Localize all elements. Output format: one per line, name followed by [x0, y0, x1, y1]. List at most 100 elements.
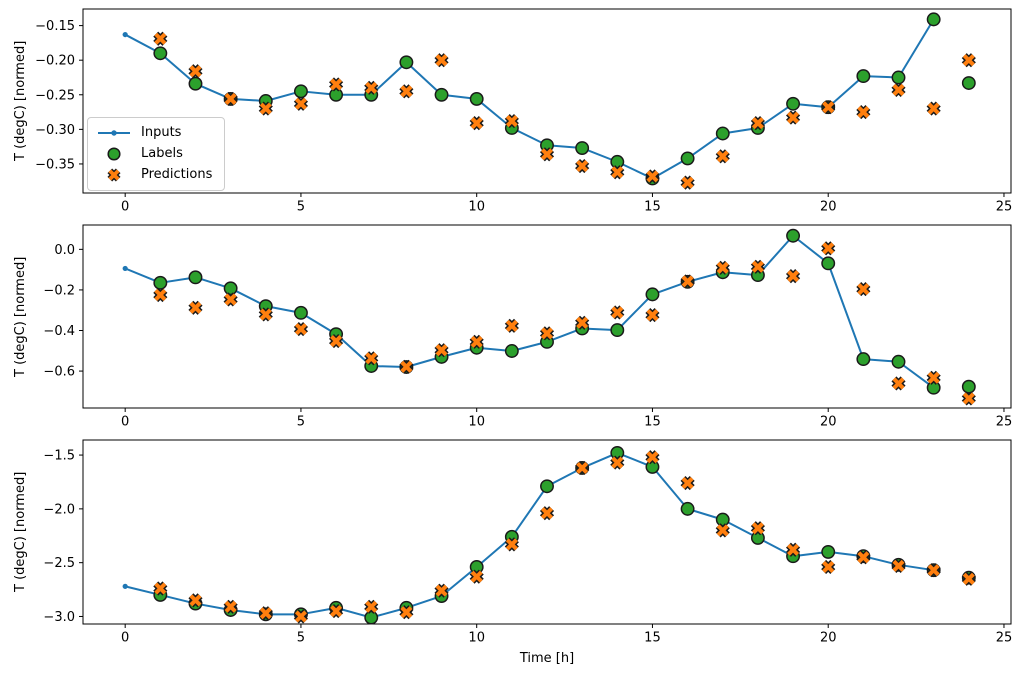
prediction-point-marker [189, 65, 202, 78]
prediction-point-marker [435, 344, 448, 357]
prediction-point-marker [927, 371, 940, 384]
prediction-point-marker [962, 54, 975, 67]
label-point-marker [469, 91, 484, 106]
x-tick-label: 0 [121, 200, 129, 215]
prediction-point-marker [716, 524, 729, 537]
prediction-point-marker [540, 148, 554, 161]
prediction-point-marker [857, 106, 870, 119]
label-point-marker [610, 323, 625, 338]
x-axis-ticks: 0 5 10 15 20 25 [121, 193, 1012, 215]
axes-spines [82, 8, 1012, 194]
label-point-marker [610, 445, 625, 460]
prediction-point-marker [787, 270, 800, 283]
label-point-marker [645, 287, 660, 302]
inputs-series [122, 16, 937, 182]
prediction-point-marker [892, 377, 905, 390]
prediction-point-marker [822, 560, 835, 573]
subplot-3: 0 5 10 15 20 25 −1.5 −2.0 −2.5 −3.0 [43, 439, 1012, 646]
input-point-marker [122, 31, 128, 38]
x-axis-ticks: 0 5 10 15 20 25 [121, 624, 1012, 646]
label-point-marker [434, 87, 449, 102]
y-axis-label-subplot-1: T (degC) [normed] [13, 40, 28, 162]
x-tick-label: 25 [996, 415, 1013, 430]
prediction-point-marker [892, 559, 905, 572]
label-point-marker [821, 256, 836, 271]
prediction-point-marker [505, 319, 518, 332]
prediction-point-marker [400, 360, 413, 373]
predictions-series [153, 450, 976, 624]
legend-predictions-label: Predictions [141, 167, 213, 182]
prediction-point-marker [857, 283, 870, 296]
y-tick-label: −0.20 [35, 54, 75, 69]
prediction-point-marker [365, 352, 378, 365]
prediction-point-marker [365, 81, 378, 94]
label-point-marker [715, 126, 730, 141]
predictions-series [153, 31, 976, 190]
label-point-marker [645, 459, 660, 474]
prediction-point-marker [681, 275, 694, 288]
input-point-marker [122, 583, 128, 589]
label-point-marker [961, 76, 976, 90]
prediction-point-marker [294, 97, 307, 110]
label-point-marker [891, 354, 906, 369]
y-tick-label: −0.30 [35, 123, 75, 138]
prediction-point-marker [822, 101, 835, 114]
label-point-marker [575, 141, 590, 155]
prediction-point-marker [505, 115, 518, 128]
prediction-point-marker [189, 594, 202, 607]
y-axis-ticks: −1.5 −2.0 −2.5 −3.0 [43, 449, 83, 625]
label-point-marker [153, 275, 168, 290]
y-tick-label: −2.5 [43, 556, 75, 571]
labels-series [153, 12, 976, 186]
subplot-1: 0 5 10 15 20 25 −0.15 −0.20 −0.25 −0.30 −0.35 [35, 8, 1012, 215]
label-point-marker [786, 228, 801, 243]
prediction-point-marker [716, 150, 729, 163]
axes-spines [82, 439, 1012, 625]
prediction-point-marker [962, 572, 975, 585]
label-point-marker [188, 76, 203, 91]
inputs-series [122, 233, 937, 391]
y-tick-label: −1.5 [43, 449, 75, 464]
x-tick-label: 25 [996, 200, 1013, 215]
label-point-marker [223, 281, 238, 296]
legend: Inputs Labels Predictions [87, 117, 226, 191]
label-point-marker [504, 344, 519, 358]
prediction-point-marker [470, 335, 483, 348]
prediction-point-marker [716, 261, 729, 274]
inputs-line [124, 451, 934, 619]
x-tick-label: 5 [297, 631, 305, 646]
label-point-marker [926, 12, 941, 27]
prediction-point-marker [330, 78, 343, 91]
x-tick-label: 20 [820, 631, 837, 646]
label-point-marker [540, 479, 554, 494]
legend-item-labels: Labels [96, 145, 212, 162]
y-tick-label: −0.15 [35, 19, 75, 34]
label-point-marker [610, 154, 625, 169]
label-point-marker [399, 55, 414, 70]
x-tick-label: 10 [468, 200, 485, 215]
label-point-marker [926, 380, 941, 395]
prediction-point-marker [330, 605, 343, 618]
prediction-point-marker [646, 309, 659, 322]
prediction-point-marker [470, 117, 483, 130]
label-point-marker [786, 96, 801, 111]
x-tick-label: 0 [121, 631, 129, 646]
prediction-point-marker [611, 456, 624, 469]
prediction-point-marker [154, 582, 167, 595]
prediction-point-marker [540, 327, 554, 340]
y-tick-label: −2.0 [43, 502, 75, 517]
prediction-point-marker [294, 610, 307, 623]
prediction-point-marker [400, 606, 413, 619]
legend-inputs-line-icon [96, 125, 132, 141]
inputs-series [122, 450, 937, 621]
prediction-point-marker [576, 160, 589, 173]
prediction-point-marker [576, 461, 589, 474]
y-tick-label: −0.6 [43, 365, 75, 380]
y-axis-ticks: −0.15 −0.20 −0.25 −0.30 −0.35 [35, 19, 83, 172]
x-tick-label: 0 [121, 415, 129, 430]
x-tick-label: 5 [297, 415, 305, 430]
label-point-marker [293, 305, 308, 320]
x-tick-label: 25 [996, 631, 1013, 646]
